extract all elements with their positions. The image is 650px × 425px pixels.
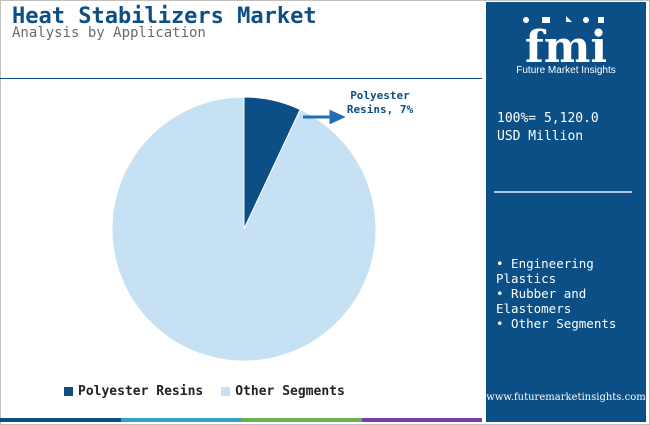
legend: Polyester Resins Other Segments <box>64 384 363 399</box>
slice-callout-polyester-resins: Polyester Resins, 7% <box>336 89 424 117</box>
total-line-2: USD Million <box>497 129 584 144</box>
legend-swatch-polyester-resins <box>64 387 73 396</box>
logo-subtitle: Future Market Insights <box>516 65 616 76</box>
other-segments-list: • Engineering Plastics • Rubber and Elas… <box>496 256 644 331</box>
footer-color-bar <box>0 418 482 422</box>
panel-divider <box>494 191 632 193</box>
pie-chart <box>111 96 377 362</box>
footer-bar-segment <box>361 418 482 422</box>
legend-label-polyester-resins: Polyester Resins <box>78 384 204 399</box>
fmi-logo-icon: fmi <box>523 16 607 73</box>
fmi-logo-text: fmi <box>525 22 607 73</box>
callout-arrow <box>303 109 346 125</box>
legend-label-other-segments: Other Segments <box>235 384 345 399</box>
legend-item-other-segments: Other Segments <box>221 384 345 399</box>
chart-subtitle: Analysis by Application <box>12 25 206 41</box>
footer-bar-segment <box>120 418 241 422</box>
legend-swatch-other-segments <box>221 387 231 396</box>
title-divider <box>0 78 482 79</box>
website-url[interactable]: www.futuremarketinsights.com <box>486 392 646 403</box>
segment-list-item: • Other Segments <box>496 316 617 331</box>
total-market-size: 100%= 5,120.0 USD Million <box>497 110 642 146</box>
footer-bar-segment <box>241 418 362 422</box>
callout-line-1: Polyester <box>350 89 410 102</box>
chart-title: Heat Stabilizers Market <box>12 4 317 29</box>
footer-bar-segment <box>0 418 121 422</box>
pie-slice-other-segments <box>111 96 377 362</box>
legend-item-polyester-resins: Polyester Resins <box>64 384 203 399</box>
segment-list-item: • Engineering Plastics <box>496 256 594 286</box>
info-panel: fmi Future Market Insights 100%= 5,120.0… <box>486 2 646 422</box>
total-line-1: 100%= 5,120.0 <box>497 111 599 126</box>
callout-line-2: Resins, 7% <box>346 103 414 116</box>
segment-list-item: • Rubber and Elastomers <box>496 286 587 316</box>
